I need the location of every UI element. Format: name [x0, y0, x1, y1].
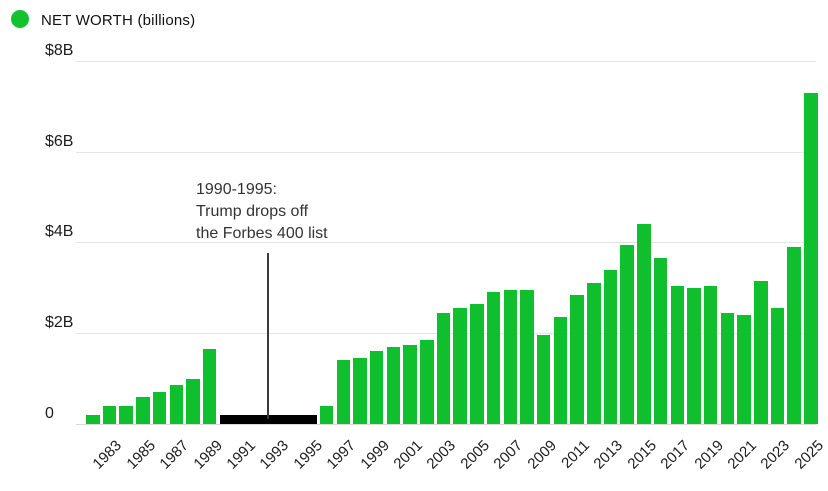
bar-2017	[670, 285, 684, 424]
bar-2015	[637, 224, 651, 424]
annotation-line-1: 1990-1995:	[196, 181, 277, 198]
bar-2014	[620, 244, 634, 424]
gridline-6b	[76, 151, 816, 153]
bar-1982	[86, 414, 100, 424]
bar-2024	[787, 246, 801, 424]
bar-1987	[169, 385, 183, 424]
bar-2025	[804, 92, 818, 424]
bar-2013	[603, 269, 618, 424]
bar-2004	[453, 308, 467, 424]
bar-2010	[553, 317, 568, 424]
annotation-line-2: Trump drops off	[196, 203, 309, 220]
y-axis-tick-label: 0	[45, 405, 54, 422]
bar-2012	[587, 283, 601, 424]
y-axis-tick-label: $2B	[45, 314, 74, 332]
bar-2005	[470, 303, 484, 424]
annotation-callout: 1990-1995: Trump drops off the Forbes 40…	[196, 179, 328, 245]
gridline-4b	[76, 242, 816, 244]
annotation-line-3: the Forbes 400 list	[196, 225, 328, 242]
bar-2007	[503, 290, 517, 424]
bar-2001	[403, 344, 417, 424]
bar-2019	[703, 285, 718, 424]
off-forbes-list-bar	[219, 414, 317, 424]
bar-2016	[653, 258, 668, 424]
bar-1985	[136, 396, 150, 424]
legend-dot-icon	[11, 10, 29, 28]
bar-2021	[737, 315, 751, 424]
bar-2009	[536, 335, 551, 424]
gridline-8b	[76, 60, 816, 62]
bar-1989	[202, 349, 217, 424]
bar-2011	[570, 294, 584, 424]
y-axis-tick-label: $6B	[45, 132, 74, 150]
bar-1998	[353, 358, 367, 424]
bar-1997	[336, 360, 350, 424]
bar-2006	[486, 292, 501, 424]
bar-2022	[754, 280, 768, 424]
legend-label: NET WORTH (billions)	[41, 12, 196, 29]
gridline-0	[76, 424, 816, 425]
bar-2000	[386, 346, 401, 424]
bar-2002	[420, 340, 434, 424]
bar-1999	[369, 351, 384, 424]
bar-1983	[102, 405, 117, 424]
bar-1988	[186, 378, 200, 424]
bar-2008	[520, 290, 534, 424]
bar-1984	[119, 405, 133, 424]
bar-1996	[319, 405, 334, 424]
bar-2023	[770, 308, 785, 424]
bar-2020	[720, 312, 735, 424]
y-axis-tick-label: $8B	[45, 41, 74, 59]
bar-1986	[152, 392, 167, 424]
bar-2018	[687, 287, 701, 424]
y-axis-tick-label: $4B	[45, 223, 74, 241]
annotation-pointer-line	[267, 253, 270, 419]
bar-2003	[436, 312, 451, 424]
